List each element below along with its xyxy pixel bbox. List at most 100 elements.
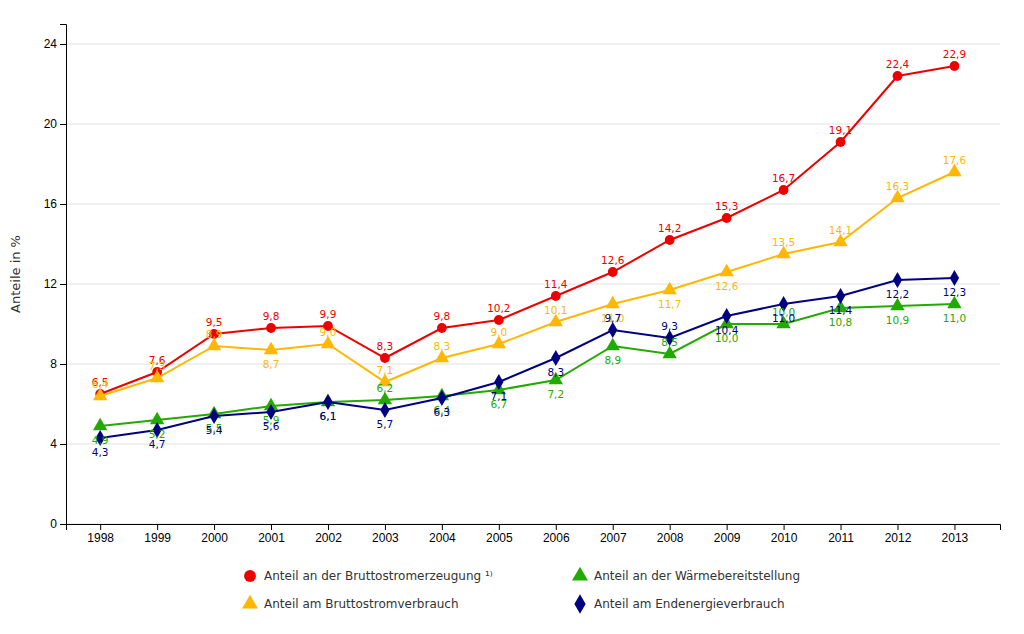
data-label: 6,1	[320, 410, 337, 422]
marker	[551, 350, 560, 366]
tick-label: 2001	[258, 531, 285, 545]
marker	[950, 270, 959, 286]
data-label: 12,3	[943, 286, 966, 298]
grid-line	[66, 284, 1000, 285]
data-label: 5,4	[206, 424, 223, 436]
tick-label: 2002	[315, 531, 342, 545]
data-label: 12,6	[601, 254, 625, 266]
tick: 2009	[714, 524, 741, 545]
tick-mark	[60, 524, 66, 525]
tick: 2003	[372, 524, 399, 545]
marker	[264, 342, 278, 354]
data-label: 6,2	[377, 382, 394, 394]
tick-label: 24	[44, 37, 58, 51]
marker	[494, 374, 503, 390]
tick: 24	[44, 37, 66, 51]
data-label: 7,2	[547, 388, 564, 400]
tick-label: 2006	[543, 531, 570, 545]
tick-mark	[60, 364, 66, 365]
tick-mark	[613, 524, 614, 530]
marker	[551, 291, 561, 301]
data-label: 11,0	[772, 312, 795, 324]
axis-line	[67, 525, 1001, 531]
tick-mark	[100, 524, 101, 530]
tick: 2004	[429, 524, 456, 545]
data-label: 8,3	[377, 340, 394, 352]
plot-area: 1998199920002001200220032004200520062007…	[44, 25, 1001, 545]
chart: 1998199920002001200220032004200520062007…	[0, 0, 1024, 634]
tick-label: 16	[44, 197, 58, 211]
tick-mark	[60, 284, 66, 285]
marker	[665, 235, 675, 245]
tick-mark	[954, 524, 955, 530]
data-label: 14,2	[658, 222, 681, 234]
tick-mark	[385, 524, 386, 530]
legend-item: Anteil am Bruttostromverbrauch	[242, 595, 459, 611]
tick: 1999	[144, 524, 171, 545]
tick: 2000	[201, 524, 228, 545]
marker	[836, 288, 845, 304]
tick-mark	[499, 524, 500, 530]
tick-label: 1999	[144, 531, 171, 545]
tick-label: 2005	[486, 531, 513, 545]
data-label: 8,9	[206, 328, 223, 340]
tick: 2010	[771, 524, 798, 545]
tick: 2002	[315, 524, 342, 545]
marker	[323, 394, 332, 410]
data-label: 8,5	[661, 336, 678, 348]
data-label: 9,5	[206, 316, 223, 328]
marker	[662, 282, 676, 294]
data-label: 7,3	[149, 360, 166, 372]
tick: 2013	[942, 524, 969, 545]
axis-line	[60, 25, 67, 525]
data-label: 16,7	[772, 172, 795, 184]
data-label: 8,9	[604, 354, 621, 366]
tick: 12	[44, 277, 66, 291]
data-label: 11,4	[829, 304, 853, 316]
data-label: 8,3	[547, 366, 564, 378]
data-label: 4,3	[92, 446, 109, 458]
tick-mark	[60, 444, 66, 445]
data-label: 6,1	[320, 410, 337, 422]
data-label: 10,4	[715, 324, 739, 336]
marker	[606, 296, 620, 308]
marker	[950, 61, 960, 71]
series	[93, 296, 962, 430]
line	[100, 172, 954, 396]
tick: 2006	[543, 524, 570, 545]
marker	[779, 185, 789, 195]
tick-label: 2003	[372, 531, 399, 545]
marker	[266, 323, 276, 333]
data-label: 10,2	[487, 302, 510, 314]
tick-mark	[60, 44, 66, 45]
y-axis: 04812162024	[44, 25, 67, 532]
tick-label: 2011	[828, 531, 854, 545]
marker	[494, 315, 504, 325]
series	[96, 270, 960, 446]
tick: 16	[44, 197, 66, 211]
tick-label: 0	[50, 517, 57, 531]
legend-marker	[242, 595, 258, 609]
tick-label: 4	[50, 437, 57, 451]
legend-label: Anteil an der Bruttostromerzeugung ¹⁾	[264, 569, 493, 583]
tick: 0	[50, 517, 66, 531]
legend-label: Anteil an der Wärmebereitstellung	[594, 569, 800, 583]
data-label: 16,3	[886, 180, 909, 192]
data-label: 8,7	[263, 358, 280, 370]
data-label: 22,4	[886, 58, 910, 70]
data-label: 22,9	[943, 48, 966, 60]
tick-label: 12	[44, 277, 58, 291]
data-label: 9,7	[604, 312, 621, 324]
legend-label: Anteil am Bruttostromverbrauch	[264, 597, 459, 611]
line	[100, 66, 954, 394]
tick: 2011	[828, 524, 854, 545]
data-label: 10,8	[829, 316, 852, 328]
tick: 1998	[87, 524, 114, 545]
data-label: 7,1	[490, 390, 507, 402]
data-label: 19,1	[829, 124, 852, 136]
tick: 4	[50, 437, 66, 451]
data-label: 10,1	[544, 304, 567, 316]
tick-mark	[214, 524, 215, 530]
legend-label: Anteil am Endenergieverbrauch	[594, 597, 785, 611]
marker	[893, 71, 903, 81]
